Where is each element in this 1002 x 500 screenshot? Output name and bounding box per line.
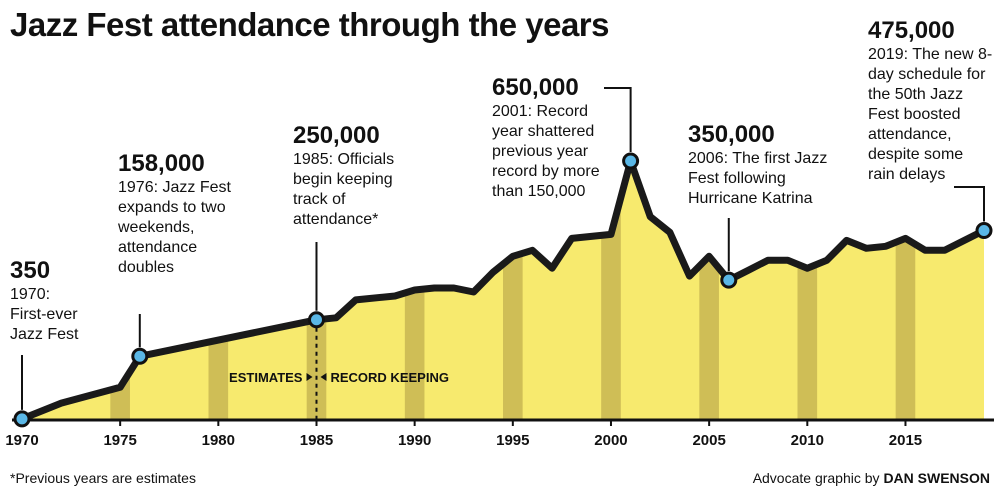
footnote: *Previous years are estimates <box>10 470 196 486</box>
year-band-2000 <box>601 197 621 419</box>
year-band-1995 <box>503 253 523 419</box>
chart-title: Jazz Fest attendance through the years <box>10 6 610 43</box>
year-band-2015 <box>895 238 916 419</box>
x-tick-label-1985: 1985 <box>300 432 333 449</box>
annotation-text: 2001: Record year shattered previous yea… <box>492 103 600 200</box>
data-marker-2006 <box>720 271 738 289</box>
data-marker-1970 <box>13 410 31 428</box>
credit-name: DAN SWENSON <box>883 470 990 486</box>
x-tick-label-1975: 1975 <box>103 432 136 449</box>
annotation-text: 1970: First-ever Jazz Fest <box>10 286 79 343</box>
annotation-value: 650,000 <box>492 74 579 101</box>
annotation-value: 158,000 <box>118 150 205 177</box>
annotation-text: 2006: The first Jazz Fest following Hurr… <box>688 150 828 207</box>
data-marker-2001 <box>622 152 640 170</box>
annotation-value: 250,000 <box>293 122 380 149</box>
annotation-2006: 350,000 2006: The first Jazz Fest follow… <box>688 121 838 209</box>
x-tick-label-2010: 2010 <box>791 432 824 449</box>
credit: Advocate graphic by DAN SWENSON <box>753 470 990 486</box>
x-tick-label-1980: 1980 <box>202 432 235 449</box>
year-band-2010 <box>797 264 818 419</box>
x-tick-label-2005: 2005 <box>692 432 725 449</box>
data-marker-1976 <box>131 347 149 365</box>
annotation-leader-2001 <box>604 87 632 152</box>
x-tick-label-2015: 2015 <box>889 432 922 449</box>
year-band-1980 <box>208 338 229 419</box>
divider-arrow-right <box>320 373 327 381</box>
annotation-1970: 350 1970: First-ever Jazz Fest <box>10 257 85 345</box>
annotation-leader-2019 <box>954 186 985 222</box>
annotation-value: 350,000 <box>688 121 775 148</box>
x-tick-label-2000: 2000 <box>594 432 627 449</box>
annotation-text: 1985: Officials begin keeping track of a… <box>293 151 395 228</box>
x-tick-label-1970: 1970 <box>5 432 38 449</box>
x-tick-label-1990: 1990 <box>398 432 431 449</box>
annotation-text: 2019: The new 8-day schedule for the 50t… <box>868 46 993 183</box>
annotation-1985: 250,000 1985: Officials begin keeping tr… <box>293 122 403 230</box>
annotation-value: 350 <box>10 257 51 284</box>
annotation-2019: 475,000 2019: The new 8-day schedule for… <box>868 17 994 185</box>
attendance-line <box>18 157 988 423</box>
divider-arrow-left <box>306 373 313 381</box>
annotation-2001: 650,000 2001: Record year shattered prev… <box>492 74 610 202</box>
annotation-text: 1976: Jazz Fest expands to two weekends,… <box>118 179 231 276</box>
annotation-value: 475,000 <box>868 17 955 44</box>
x-tick-label-1995: 1995 <box>496 432 529 449</box>
estimates-label: ESTIMATES <box>229 370 303 385</box>
data-marker-2019 <box>975 221 993 239</box>
record-keeping-label: RECORD KEEPING <box>330 370 448 385</box>
year-band-2005 <box>699 256 719 419</box>
year-band-1990 <box>404 289 425 419</box>
data-marker-1985 <box>307 311 325 329</box>
annotation-1976: 158,000 1976: Jazz Fest expands to two w… <box>118 150 236 278</box>
credit-prefix: Advocate graphic by <box>752 470 880 486</box>
